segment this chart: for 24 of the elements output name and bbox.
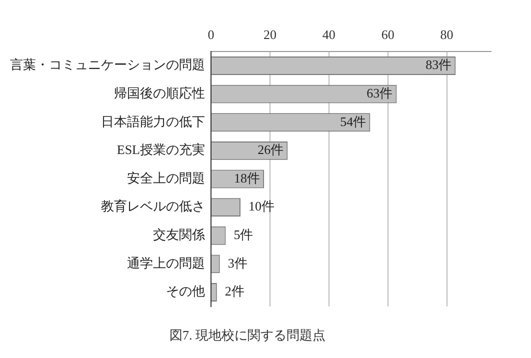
data-label: 83件 — [426, 57, 452, 72]
y-tick-label: その他 — [166, 284, 205, 299]
x-tick-label: 60 — [381, 27, 394, 42]
text: 図7. 現地校に関する問題点 — [170, 328, 326, 343]
data-label: 54件 — [340, 114, 366, 129]
data-label: 10件 — [248, 198, 274, 214]
y-tick-label: 安全上の問題 — [127, 170, 205, 186]
data-label: 18件 — [234, 170, 260, 186]
x-tick-label: 0 — [208, 27, 214, 42]
x-tick-label: 20 — [263, 27, 276, 42]
data-label: 3件 — [228, 255, 248, 270]
y-tick-label: 通学上の問題 — [127, 255, 205, 270]
data-label: 63件 — [366, 85, 393, 100]
y-tick-label: 交友関係 — [153, 227, 205, 242]
y-tick-label: 言葉・コミュニケーションの問題 — [10, 57, 205, 72]
y-tick-label: ESL授業の充実 — [116, 142, 205, 158]
y-tick-label: 帰国後の順応性 — [114, 85, 205, 100]
x-tick-label: 40 — [322, 27, 336, 42]
y-tick-label: 日本語能力の低下 — [101, 114, 205, 129]
data-label: 26件 — [258, 142, 284, 158]
data-label: 2件 — [224, 284, 244, 299]
x-tick-label: 80 — [440, 27, 454, 42]
y-tick-label: 教育レベルの低さ — [101, 198, 205, 214]
data-label: 5件 — [234, 227, 254, 242]
